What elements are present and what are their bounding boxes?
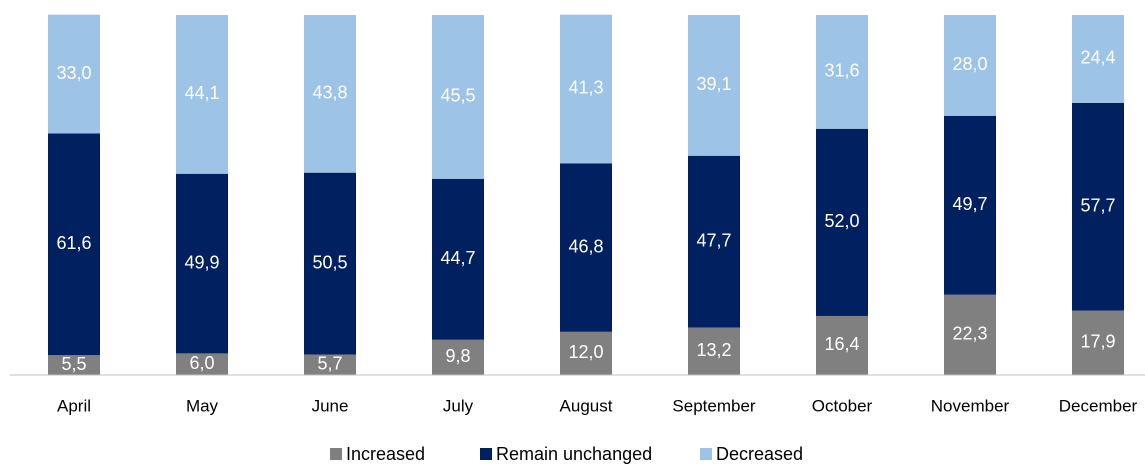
value-label: 46,8 bbox=[568, 236, 603, 256]
value-label: 22,3 bbox=[952, 324, 987, 344]
x-tick-label: August bbox=[560, 396, 613, 415]
legend-label: Decreased bbox=[716, 444, 803, 464]
value-label: 28,0 bbox=[952, 54, 987, 74]
legend-swatch bbox=[480, 448, 492, 460]
bar-segment bbox=[560, 331, 612, 375]
bar-segment bbox=[48, 133, 100, 356]
value-label: 61,6 bbox=[56, 233, 91, 253]
value-label: 24,4 bbox=[1080, 48, 1115, 68]
bar-segment bbox=[432, 15, 484, 179]
value-label: 33,0 bbox=[56, 63, 91, 83]
bar-segment bbox=[816, 315, 868, 375]
x-tick-label: October bbox=[812, 396, 873, 415]
value-label: 43,8 bbox=[312, 83, 347, 103]
x-tick-label: May bbox=[186, 396, 219, 415]
bar-segment bbox=[560, 14, 612, 164]
bar-segment bbox=[816, 128, 868, 316]
value-label: 39,1 bbox=[696, 74, 731, 94]
value-label: 52,0 bbox=[824, 211, 859, 231]
x-tick-label: December bbox=[1059, 396, 1138, 415]
value-label: 16,4 bbox=[824, 334, 859, 354]
value-label: 9,8 bbox=[445, 346, 470, 366]
bar-segment bbox=[688, 327, 740, 375]
bar-segment bbox=[1072, 102, 1124, 311]
value-label: 17,9 bbox=[1080, 332, 1115, 352]
bar-segment bbox=[688, 15, 740, 156]
bar-segment bbox=[176, 353, 228, 375]
bar-segment bbox=[304, 354, 356, 375]
value-label: 47,7 bbox=[696, 230, 731, 250]
bar-segment bbox=[944, 294, 996, 375]
x-tick-label: April bbox=[57, 396, 91, 415]
value-label: 50,5 bbox=[312, 252, 347, 272]
bar-segment bbox=[560, 163, 612, 332]
bar-segment bbox=[944, 115, 996, 295]
bar-segment bbox=[944, 15, 996, 116]
value-label: 44,7 bbox=[440, 248, 475, 268]
legend-label: Remain unchanged bbox=[496, 444, 652, 464]
bar-segment bbox=[432, 339, 484, 375]
bar-segment bbox=[48, 14, 100, 134]
value-label: 13,2 bbox=[696, 340, 731, 360]
x-tick-label: November bbox=[931, 396, 1010, 415]
bar-segment bbox=[48, 355, 100, 375]
bar-segment bbox=[304, 172, 356, 355]
value-label: 57,7 bbox=[1080, 195, 1115, 215]
bar-segment bbox=[432, 178, 484, 340]
bar-segment bbox=[304, 15, 356, 173]
value-label: 12,0 bbox=[568, 342, 603, 362]
value-label: 6,0 bbox=[189, 353, 214, 373]
bar-segment bbox=[688, 155, 740, 328]
x-tick-label: September bbox=[672, 396, 755, 415]
value-label: 31,6 bbox=[824, 61, 859, 81]
bar-segment bbox=[176, 15, 228, 174]
value-label: 5,7 bbox=[317, 353, 342, 373]
value-label: 44,1 bbox=[184, 83, 219, 103]
x-tick-label: June bbox=[312, 396, 349, 415]
legend-swatch bbox=[700, 448, 712, 460]
bar-segment bbox=[1072, 310, 1124, 375]
value-label: 49,9 bbox=[184, 252, 219, 272]
value-label: 45,5 bbox=[440, 86, 475, 106]
value-label: 41,3 bbox=[568, 78, 603, 98]
bar-segment bbox=[816, 15, 868, 129]
x-tick-label: July bbox=[443, 396, 474, 415]
legend-label: Increased bbox=[346, 444, 425, 464]
value-label: 5,5 bbox=[61, 354, 86, 374]
value-label: 49,7 bbox=[952, 194, 987, 214]
bar-segment bbox=[176, 173, 228, 354]
bar-segment bbox=[1072, 15, 1124, 103]
legend-swatch bbox=[330, 448, 342, 460]
